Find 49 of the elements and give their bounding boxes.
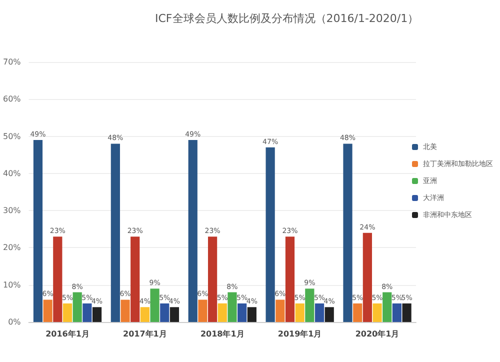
- bar: [266, 147, 275, 322]
- x-tick-label: 2020年1月: [355, 330, 400, 338]
- bar: [82, 303, 92, 322]
- bar: [305, 288, 314, 322]
- bar: [120, 300, 130, 322]
- bar: [150, 288, 160, 322]
- x-tick-label: 2019年1月: [278, 330, 322, 338]
- bar: [140, 307, 150, 322]
- bar: [208, 236, 218, 322]
- bar: [198, 300, 208, 322]
- bar: [295, 303, 304, 322]
- bar: [188, 140, 198, 322]
- x-tick-label: 2017年1月: [123, 330, 167, 338]
- bar: [324, 307, 334, 322]
- y-tick-label: 50%: [3, 132, 22, 141]
- y-tick-label: 60%: [3, 94, 22, 104]
- bar: [72, 292, 82, 322]
- y-tick-label: 10%: [3, 280, 22, 290]
- y-tick-label: 30%: [3, 206, 22, 216]
- bar: [53, 236, 62, 322]
- bar: [92, 307, 102, 322]
- bar: [353, 303, 362, 322]
- bar: [343, 144, 352, 322]
- bar: [392, 303, 402, 322]
- bar: [314, 303, 324, 322]
- bar: [362, 232, 372, 322]
- x-tick-label: 2016年1月: [46, 330, 90, 338]
- chart-title: ICF全球会员人数比例及分布情况（2016/1-2020/1）: [155, 12, 419, 25]
- bar: [62, 303, 72, 322]
- y-tick-label: 0%: [8, 318, 22, 326]
- y-tick-label: 20%: [3, 243, 22, 252]
- bar: [247, 307, 256, 322]
- bar: [170, 307, 180, 322]
- bar: [228, 292, 237, 322]
- bar: [110, 144, 120, 322]
- y-tick-label: 40%: [3, 168, 22, 178]
- bar: [43, 300, 52, 322]
- bar: [160, 303, 170, 322]
- bar: [276, 300, 285, 322]
- bar: [285, 236, 295, 322]
- bar: [402, 303, 412, 322]
- bar: [33, 140, 43, 322]
- y-tick-label: 70%: [3, 58, 22, 66]
- bar: [218, 303, 227, 322]
- bar: [238, 303, 247, 322]
- bar: [130, 236, 140, 322]
- x-tick-label: 2018年1月: [200, 330, 244, 338]
- bar: [372, 303, 382, 322]
- bar: [382, 292, 392, 322]
